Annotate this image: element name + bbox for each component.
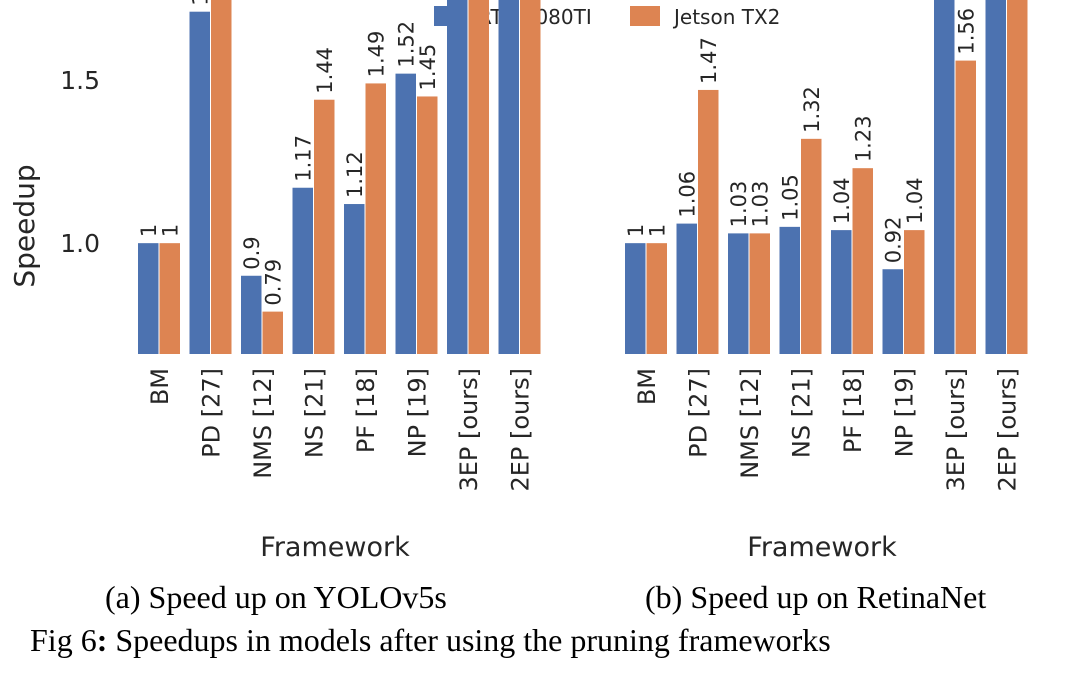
data-label: 1.71 bbox=[188, 0, 212, 6]
data-label: 1.03 bbox=[748, 181, 772, 228]
bar bbox=[904, 230, 925, 354]
data-label: 1.44 bbox=[313, 47, 337, 94]
data-label: 0.9 bbox=[240, 236, 264, 269]
x-tick-label: NP [19] bbox=[891, 368, 919, 457]
x-tick-label: PD [27] bbox=[198, 368, 226, 458]
x-tick-label: 3EP [ours] bbox=[942, 368, 970, 492]
x-axis-label-b: Framework bbox=[747, 532, 897, 563]
bar bbox=[882, 269, 903, 354]
bar bbox=[728, 233, 749, 354]
bar bbox=[314, 99, 335, 354]
data-label: 1.05 bbox=[778, 174, 802, 221]
chart-retinanet: 11 BM 1.06 1.47 PD [27] 1.031.03 NMS [12] 1.05 1… bbox=[624, 0, 1028, 492]
legend-swatch-jetson bbox=[630, 6, 660, 26]
bar bbox=[955, 60, 976, 354]
bar bbox=[498, 0, 519, 354]
data-label: 1.32 bbox=[800, 86, 824, 133]
x-tick-label: 3EP [ours] bbox=[455, 368, 483, 492]
legend-label-jetson: Jetson TX2 bbox=[672, 5, 780, 29]
data-label: 1 bbox=[158, 224, 182, 237]
x-tick-label: NP [19] bbox=[404, 368, 432, 457]
data-label: 1.45 bbox=[416, 44, 440, 91]
y-axis-label: Speedup bbox=[8, 164, 41, 287]
x-tick-label: BM bbox=[633, 368, 661, 405]
bar bbox=[395, 73, 416, 354]
bar bbox=[676, 223, 697, 354]
bar bbox=[749, 233, 770, 354]
bar bbox=[831, 230, 852, 354]
x-tick-label: 2EP [ours] bbox=[507, 368, 535, 492]
bar bbox=[211, 0, 232, 354]
bar bbox=[365, 83, 386, 355]
y-tick-label: 1.5 bbox=[60, 66, 100, 95]
figure-caption: Fig 6: Speedups in models after using th… bbox=[30, 622, 831, 658]
data-label: 0.92 bbox=[881, 216, 905, 263]
data-label: 1.49 bbox=[364, 31, 388, 78]
data-label: 1.04 bbox=[830, 177, 854, 224]
bar bbox=[646, 243, 667, 354]
bar bbox=[801, 138, 822, 354]
bar bbox=[241, 275, 262, 354]
bar bbox=[779, 226, 800, 354]
bar bbox=[468, 0, 489, 354]
data-label: 1 bbox=[624, 224, 648, 237]
x-tick-label: NMS [12] bbox=[736, 368, 764, 479]
caption-b: (b) Speed up on RetinaNet bbox=[645, 579, 986, 615]
data-label: 1.03 bbox=[727, 181, 751, 228]
figure-caption-colon: : bbox=[97, 622, 108, 658]
bar bbox=[417, 96, 438, 355]
bar bbox=[159, 243, 180, 354]
data-label: 1.04 bbox=[903, 177, 927, 224]
x-tick-label: PF [18] bbox=[839, 368, 867, 453]
x-tick-label: NMS [12] bbox=[249, 368, 277, 479]
data-label: 1.17 bbox=[291, 135, 315, 182]
figure-caption-text: Speedups in models after using the pruni… bbox=[107, 622, 830, 658]
bar bbox=[344, 204, 365, 354]
bar bbox=[985, 0, 1006, 354]
bar bbox=[262, 311, 283, 354]
x-tick-label: 2EP [ours] bbox=[994, 368, 1022, 492]
bar bbox=[520, 0, 541, 354]
bar bbox=[1007, 0, 1028, 354]
data-label: 1.23 bbox=[851, 115, 875, 162]
y-tick-label: 1.0 bbox=[60, 229, 100, 258]
data-label: 1.47 bbox=[697, 37, 721, 84]
figure-caption-prefix: Fig 6 bbox=[30, 622, 97, 658]
bar bbox=[189, 11, 210, 354]
data-label: 1.56 bbox=[954, 8, 978, 55]
data-label: 1.12 bbox=[343, 151, 367, 198]
x-tick-label: BM bbox=[146, 368, 174, 405]
data-label: 0.79 bbox=[261, 259, 285, 306]
x-tick-label: NS [21] bbox=[788, 368, 816, 458]
x-tick-label: PD [27] bbox=[685, 368, 713, 458]
x-tick-label: PF [18] bbox=[352, 368, 380, 453]
data-label: 1 bbox=[137, 224, 161, 237]
bar bbox=[138, 243, 159, 354]
data-label: 1 bbox=[645, 224, 669, 237]
bar bbox=[852, 168, 873, 354]
data-label: 1.06 bbox=[675, 171, 699, 218]
bar bbox=[292, 187, 313, 354]
x-axis-label-a: Framework bbox=[260, 532, 410, 563]
x-tick-label: NS [21] bbox=[301, 368, 329, 458]
bar bbox=[934, 0, 955, 354]
bar bbox=[625, 243, 646, 354]
bar bbox=[698, 89, 719, 354]
bar bbox=[447, 0, 468, 355]
data-label: 1.52 bbox=[394, 21, 418, 68]
caption-a: (a) Speed up on YOLOv5s bbox=[105, 579, 447, 615]
